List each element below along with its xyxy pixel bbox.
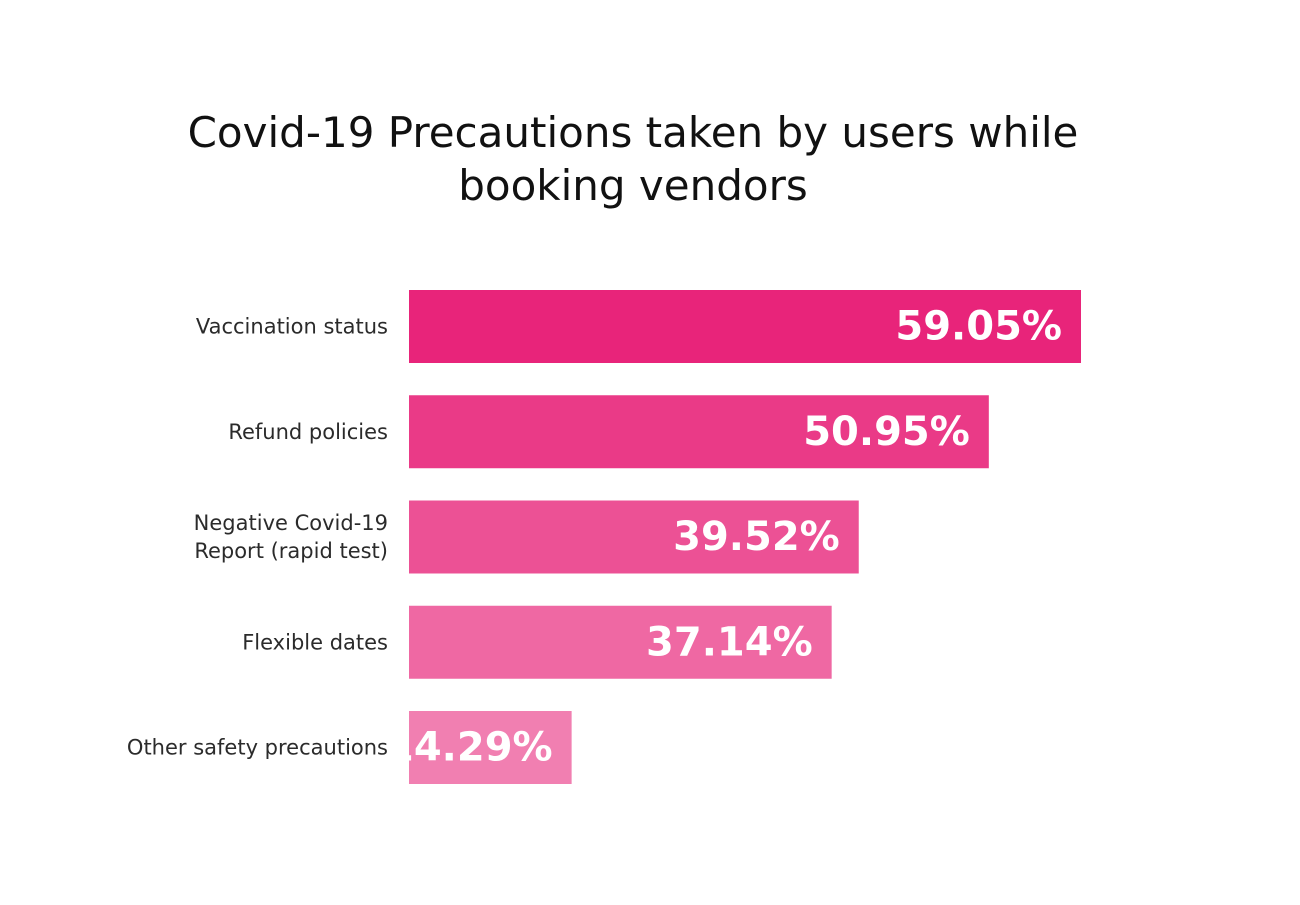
value-label: 14.29% bbox=[386, 725, 553, 771]
bar-group: 39.52% Negative Covid-19 Report (rapid tes… bbox=[194, 500, 859, 574]
bar-group: 59.05% Vaccination status bbox=[196, 290, 1081, 363]
bar-group: 50.95% Refund policies bbox=[228, 395, 989, 469]
value-label: 37.14% bbox=[646, 619, 813, 665]
category-label-line: Refund policies bbox=[228, 420, 388, 444]
bar-group: 37.14% Flexible dates bbox=[242, 605, 832, 679]
chart-title-line-2: booking vendors bbox=[458, 161, 808, 210]
category-label-line: Report (rapid test) bbox=[194, 539, 388, 563]
category-label-line: Negative Covid-19 bbox=[194, 511, 388, 535]
bar bbox=[409, 500, 859, 574]
bar bbox=[409, 395, 989, 469]
category-label: Flexible dates bbox=[242, 630, 388, 654]
category-label: Other safety precautions bbox=[127, 736, 388, 760]
bar bbox=[409, 605, 832, 679]
bar bbox=[409, 290, 1081, 363]
category-label: Refund policies bbox=[228, 420, 388, 444]
category-label-line: Flexible dates bbox=[242, 630, 388, 654]
category-label: Vaccination status bbox=[196, 315, 388, 339]
value-label: 59.05% bbox=[895, 304, 1062, 350]
bar-group: 14.29%Other safety precautions bbox=[127, 711, 572, 784]
category-label-line: Vaccination status bbox=[196, 315, 388, 339]
value-label: 50.95% bbox=[803, 409, 970, 455]
bar bbox=[409, 711, 572, 784]
chart-title-line-1: Covid-19 Precautions taken by users whil… bbox=[187, 108, 1079, 157]
chart-title: Covid-19 Precautions taken by users whil… bbox=[0, 106, 1266, 212]
category-label-line: Other safety precautions bbox=[127, 736, 388, 760]
value-label: 39.52% bbox=[673, 514, 840, 560]
category-label: Negative Covid-19 Report (rapid test) bbox=[194, 511, 388, 563]
